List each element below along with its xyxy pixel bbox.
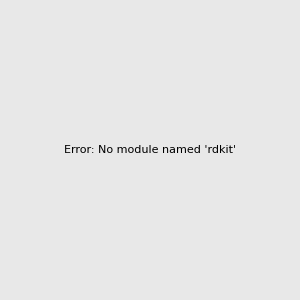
Text: Error: No module named 'rdkit': Error: No module named 'rdkit' <box>64 145 236 155</box>
